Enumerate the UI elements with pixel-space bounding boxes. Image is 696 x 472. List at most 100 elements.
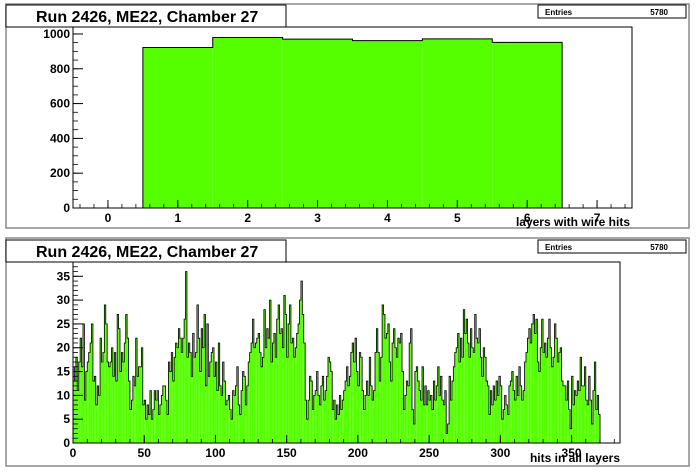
bottom-bar [139,366,142,443]
bottom-bar [272,342,274,443]
bottom-bar [228,395,230,443]
bottom-bar [456,347,458,443]
bottom-bar [285,314,287,443]
bottom-bar [174,357,176,443]
bottom-bar [120,371,122,443]
top-stats-label: Entries [545,8,573,17]
bottom-bar [404,395,407,443]
top-x-tick-label: 7 [594,211,601,225]
bottom-bar [188,342,190,443]
bottom-bar [597,395,599,443]
bottom-bar [175,342,177,443]
bottom-bar [138,366,140,443]
bottom-bar [184,319,186,443]
bottom-bar [149,390,152,443]
bottom-bar [169,371,172,443]
bottom-y-tick-label: 25 [57,317,71,331]
bottom-bar [382,304,384,443]
bottom-bar [159,404,162,443]
bottom-bar [128,381,130,443]
bottom-y-tick-label: 10 [57,388,71,402]
bottom-bar [454,352,457,443]
bottom-histogram-outline [72,271,601,443]
bottom-bar [74,381,76,443]
top-bar [352,40,423,209]
bottom-panel: 0 50 100 150 200 250 300 350 0 5 10 15 20 25 30 35 Run … [5,237,690,467]
bottom-bar [332,409,334,443]
bottom-bar [384,338,387,443]
bottom-bar [446,433,448,443]
bottom-bar [337,414,340,443]
bottom-bar [592,390,595,443]
bottom-y-tick-label: 20 [57,341,71,355]
bottom-bar [238,404,240,443]
bottom-bar [104,304,106,443]
bottom-bar [520,385,522,443]
top-x-tick-label: 5 [454,211,461,225]
bottom-bar [172,381,175,443]
bottom-bar [303,342,306,443]
top-xlabel: layers with wire hits [516,215,630,229]
bottom-bar [141,347,143,443]
bottom-bar [554,323,556,443]
bottom-bar [152,409,155,443]
bottom-bar [374,352,377,443]
bottom-bar [352,342,354,443]
bottom-bar [131,400,133,443]
bottom-bar [266,328,269,443]
bottom-stats-value: 5780 [650,243,668,252]
bottom-bar [417,381,420,443]
bottom-bar [280,328,283,443]
bottom-bar [84,400,86,443]
top-plot-frame [72,26,633,209]
top-y-tick-label: 1000 [43,27,70,41]
bottom-bar [85,371,88,443]
bottom-bar [450,400,452,443]
bottom-bar [523,390,525,443]
bottom-bar [137,376,139,443]
bottom-bar [263,309,266,443]
bottom-bar [208,376,210,443]
bottom-bar [214,376,216,443]
top-y-tick-label: 600 [50,97,70,111]
bottom-bar [370,385,373,443]
bottom-bar [565,400,568,443]
bottom-bar [276,319,279,443]
bottom-bar [483,347,485,443]
bottom-bar [440,376,442,443]
bottom-bar [236,366,239,443]
bottom-bar [223,381,226,443]
bottom-bar [162,385,165,443]
bottom-bar [429,400,431,443]
top-bar [282,39,353,208]
bottom-bar [407,385,410,443]
bottom-bar [108,366,111,443]
top-bar [212,37,283,208]
bottom-bar [252,319,254,443]
bottom-bar [498,376,501,443]
top-histogram-outline [142,36,563,208]
bottom-bar [447,423,450,443]
bottom-bar [94,376,96,443]
bottom-bar [353,362,356,443]
bottom-bar [117,314,119,443]
bottom-bar [459,362,461,443]
bottom-bar [424,385,427,443]
bottom-bar [537,362,539,443]
bottom-bar [412,409,414,443]
bottom-bar [326,376,328,443]
bottom-bar [320,385,323,443]
bottom-bar [283,295,286,443]
bottom-bar [467,342,470,443]
bottom-bar [298,323,300,443]
bottom-bar [396,357,398,443]
bottom-bar [233,395,236,443]
bottom-bar [387,323,390,443]
bottom-y-tick-label: 30 [57,293,71,307]
top-chart-title: Run 2426, ME22, Chamber 27 [36,9,258,26]
bottom-bar [460,338,462,443]
bottom-bar [525,352,528,443]
bottom-bar [413,423,415,443]
bottom-bar [594,362,596,443]
bottom-bar [533,314,535,443]
